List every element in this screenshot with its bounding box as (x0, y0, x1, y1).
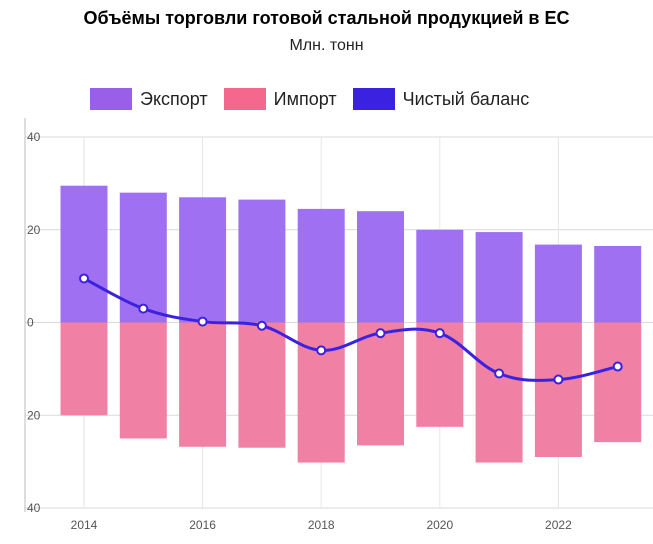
y-tick-label: 20 (27, 223, 41, 237)
chart-title: Объёмы торговли готовой стальной продукц… (83, 8, 570, 28)
export-bar (534, 244, 582, 323)
import-bar (179, 322, 227, 447)
import-bar (238, 322, 286, 448)
legend-swatch-net-balance (352, 88, 395, 110)
export-bar (357, 211, 404, 323)
net-balance-point (197, 316, 208, 327)
import-bar (357, 322, 404, 446)
net-balance-point (138, 303, 149, 314)
y-tick-label: 0 (27, 316, 34, 330)
import-bar (60, 322, 108, 416)
legend-swatch-import (223, 88, 266, 110)
legend-label-net-balance: Чистый баланс (402, 88, 530, 109)
y-tick-label: 40 (27, 130, 41, 144)
legend-item-import: Импорт (223, 88, 337, 110)
net-balance-point (79, 273, 89, 284)
export-bar (238, 199, 286, 323)
legend-label-export: Экспорт (140, 88, 208, 109)
chart-subtitle: Млн. тонн (289, 37, 364, 54)
legend-swatch-export (90, 88, 132, 110)
export-bar (297, 208, 345, 323)
import-bar (475, 322, 523, 463)
export-bar (594, 245, 642, 323)
y-tick-label: 40 (27, 501, 41, 515)
legend: Экспорт Импорт Чистый баланс (90, 88, 545, 110)
import-bar (297, 322, 345, 463)
net-balance-point (494, 368, 505, 379)
x-tick-label: 2016 (189, 518, 216, 532)
export-bar (60, 185, 108, 323)
net-balance-point (553, 374, 564, 385)
import-bar (534, 322, 582, 457)
net-balance-line (83, 277, 619, 382)
legend-item-export: Экспорт (90, 88, 208, 110)
net-balance-point (434, 328, 445, 339)
net-balance-point (316, 345, 327, 356)
x-tick-label: 2022 (545, 518, 572, 532)
x-tick-label: 2020 (426, 518, 453, 532)
y-tick-label: 20 (27, 408, 41, 422)
x-tick-label: 2018 (308, 518, 335, 532)
export-bar (416, 229, 464, 323)
export-bar (179, 197, 227, 323)
x-tick-label: 2014 (71, 518, 98, 532)
legend-item-net-balance: Чистый баланс (352, 88, 530, 110)
export-bar (475, 232, 523, 323)
net-balance-point (256, 320, 267, 331)
legend-label-import: Импорт (273, 88, 337, 109)
net-balance-point (612, 361, 623, 372)
import-bar (119, 322, 167, 439)
net-balance-point (375, 328, 386, 339)
import-bar (594, 322, 642, 443)
